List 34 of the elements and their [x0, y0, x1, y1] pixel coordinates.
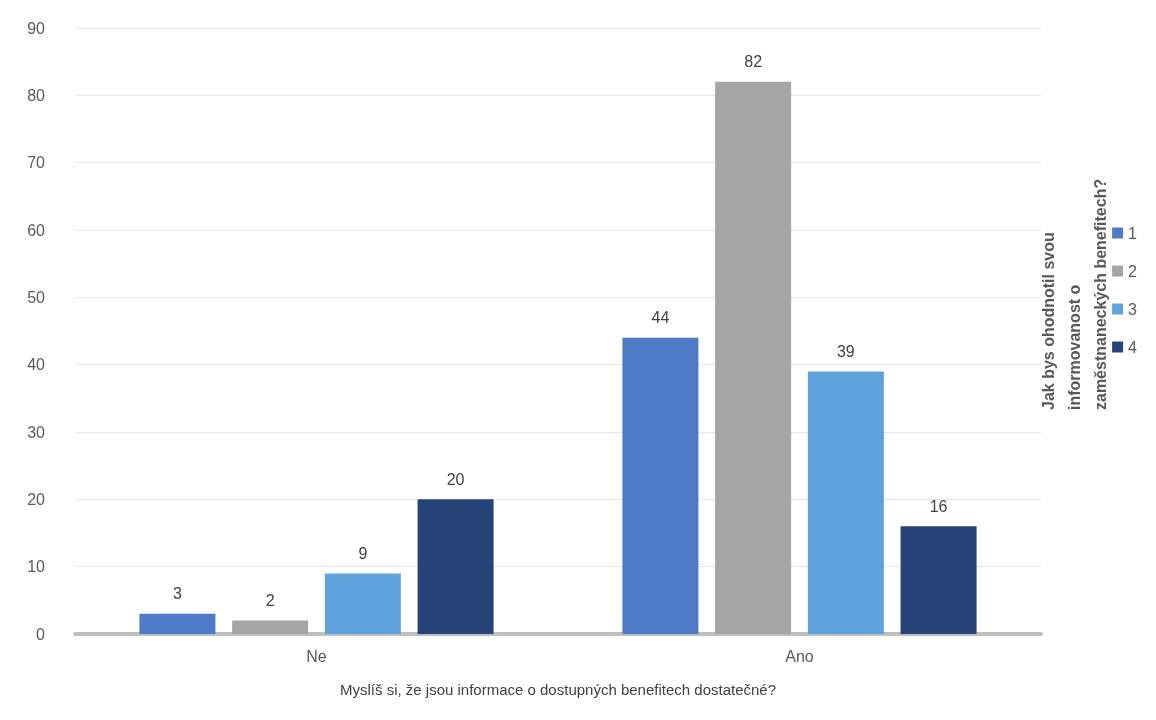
bar	[715, 81, 792, 634]
y-tick-label: 50	[27, 288, 46, 306]
data-label: 44	[651, 309, 670, 327]
legend-title: Jak bys ohodnotil svou informovanost o zaměstnaneckých benefitech?	[1039, 178, 1109, 410]
data-label: 16	[929, 497, 948, 515]
y-tick-label: 60	[27, 221, 46, 239]
y-tick-label: 40	[27, 356, 46, 374]
data-label: 20	[446, 470, 465, 488]
bar	[622, 337, 699, 634]
legend-label: 1	[1128, 224, 1138, 242]
x-axis-title: Myslíš si, že jsou informace o dostupných benefitech dostatečné?	[339, 681, 777, 698]
y-tick-label: 20	[27, 490, 46, 508]
bar	[232, 620, 309, 634]
bar	[807, 371, 884, 634]
legend-label: 2	[1128, 262, 1138, 280]
bar	[900, 526, 977, 634]
y-tick-label: 80	[27, 86, 46, 104]
x-tick-label: Ano	[785, 647, 814, 665]
legend-label: 4	[1128, 338, 1138, 356]
bar	[417, 499, 494, 634]
y-tick-label: 30	[27, 423, 46, 441]
y-tick-label: 0	[36, 625, 46, 643]
bar	[139, 613, 216, 634]
y-tick-label: 90	[27, 19, 46, 37]
data-label: 9	[358, 544, 368, 562]
y-tick-label: 10	[27, 558, 46, 576]
y-tick-label: 70	[27, 154, 46, 172]
legend-label: 3	[1128, 300, 1138, 318]
data-label: 82	[744, 53, 763, 71]
data-label: 39	[836, 342, 855, 360]
x-tick-label: Ne	[306, 647, 327, 665]
data-label: 2	[265, 592, 275, 610]
data-label: 3	[172, 585, 182, 603]
bar	[324, 573, 401, 634]
